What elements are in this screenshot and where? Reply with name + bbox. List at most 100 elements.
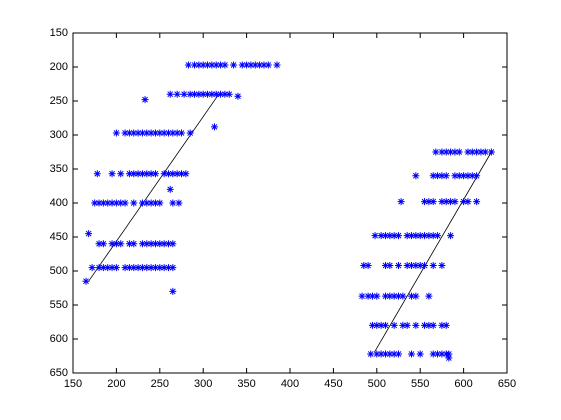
data-point	[438, 148, 446, 156]
data-point	[438, 262, 446, 270]
data-point	[138, 129, 146, 137]
data-point	[473, 172, 481, 180]
x-tick-label: 300	[194, 378, 212, 390]
data-point	[425, 292, 433, 300]
data-point	[108, 199, 116, 207]
data-point	[151, 240, 159, 248]
data-point	[451, 172, 459, 180]
data-point	[360, 262, 368, 270]
data-point	[169, 129, 177, 137]
data-point	[251, 61, 259, 69]
data-point	[130, 240, 138, 248]
fit-line	[88, 93, 220, 282]
data-point	[156, 264, 164, 272]
data-point	[429, 172, 437, 180]
data-point	[367, 350, 375, 358]
data-point	[195, 61, 203, 69]
data-point	[399, 292, 407, 300]
data-point	[234, 92, 242, 100]
data-point	[160, 240, 168, 248]
y-tick-label: 400	[50, 197, 68, 209]
data-point	[403, 232, 411, 240]
data-point	[125, 170, 133, 178]
y-tick-label: 450	[50, 231, 68, 243]
data-point	[373, 350, 381, 358]
data-point	[173, 90, 181, 98]
x-tick-label: 400	[281, 378, 299, 390]
data-point	[438, 198, 446, 206]
data-point	[429, 350, 437, 358]
data-point	[429, 262, 437, 270]
data-point	[160, 264, 168, 272]
data-point	[421, 232, 429, 240]
data-point	[408, 232, 416, 240]
data-point	[121, 199, 129, 207]
y-tick-label: 150	[50, 27, 68, 39]
data-point	[147, 170, 155, 178]
data-point	[447, 198, 455, 206]
data-point	[221, 61, 229, 69]
data-point	[112, 199, 120, 207]
data-point	[134, 129, 142, 137]
data-point	[412, 232, 420, 240]
data-point	[390, 321, 398, 329]
data-point	[451, 198, 459, 206]
data-point	[130, 199, 138, 207]
data-point	[204, 90, 212, 98]
data-point	[138, 199, 146, 207]
data-point	[434, 350, 442, 358]
data-point	[217, 90, 225, 98]
data-point	[147, 264, 155, 272]
data-point	[166, 185, 174, 193]
y-tick-label: 600	[50, 333, 68, 345]
data-point	[455, 172, 463, 180]
data-point	[464, 198, 472, 206]
data-point	[121, 264, 129, 272]
data-point	[421, 198, 429, 206]
data-point	[130, 264, 138, 272]
data-point	[481, 148, 489, 156]
data-point	[191, 61, 199, 69]
data-point	[390, 292, 398, 300]
data-point	[182, 170, 190, 178]
data-point	[256, 61, 264, 69]
data-point	[191, 90, 199, 98]
data-point	[429, 321, 437, 329]
data-point	[156, 199, 164, 207]
data-point	[377, 232, 385, 240]
data-point	[199, 90, 207, 98]
data-point	[169, 287, 177, 295]
data-point	[130, 170, 138, 178]
data-point	[273, 61, 281, 69]
data-point	[143, 199, 151, 207]
data-point	[151, 264, 159, 272]
data-point	[151, 170, 159, 178]
x-tick-label: 500	[368, 378, 386, 390]
data-point	[487, 148, 495, 156]
data-point	[260, 61, 268, 69]
x-tick-label: 250	[151, 378, 169, 390]
data-point	[243, 61, 251, 69]
data-point	[438, 321, 446, 329]
data-point	[397, 198, 405, 206]
data-point	[447, 148, 455, 156]
data-point	[173, 129, 181, 137]
data-point	[447, 232, 455, 240]
data-point	[230, 61, 238, 69]
data-point	[451, 148, 459, 156]
data-point	[143, 240, 151, 248]
data-point	[425, 232, 433, 240]
data-point	[143, 129, 151, 137]
data-point	[173, 170, 181, 178]
data-point	[166, 90, 174, 98]
data-point	[381, 232, 389, 240]
data-point	[371, 232, 379, 240]
data-point	[247, 61, 255, 69]
x-tick-label: 450	[324, 378, 342, 390]
data-point	[364, 292, 372, 300]
data-point	[221, 90, 229, 98]
data-point	[186, 129, 194, 137]
data-point	[95, 240, 103, 248]
data-point	[364, 262, 372, 270]
data-point	[442, 148, 450, 156]
